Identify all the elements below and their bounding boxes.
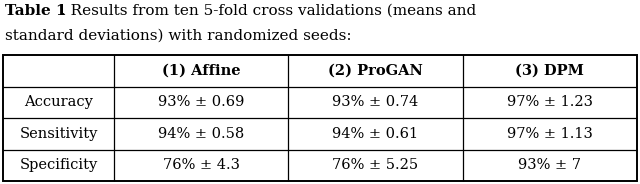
Text: 76% ± 5.25: 76% ± 5.25	[332, 158, 419, 172]
Text: 97% ± 1.13: 97% ± 1.13	[507, 127, 593, 141]
Text: Specificity: Specificity	[19, 158, 98, 172]
Text: Table 1: Table 1	[5, 4, 67, 18]
Text: . Results from ten 5-fold cross validations (means and: . Results from ten 5-fold cross validati…	[61, 4, 477, 18]
Text: (2) ProGAN: (2) ProGAN	[328, 64, 423, 78]
Text: Accuracy: Accuracy	[24, 95, 93, 109]
Text: 93% ± 0.69: 93% ± 0.69	[158, 95, 244, 109]
Text: (3) DPM: (3) DPM	[515, 64, 584, 78]
Text: 94% ± 0.58: 94% ± 0.58	[158, 127, 244, 141]
Text: 94% ± 0.61: 94% ± 0.61	[332, 127, 419, 141]
Text: Sensitivity: Sensitivity	[19, 127, 98, 141]
Text: standard deviations) with randomized seeds:: standard deviations) with randomized see…	[5, 29, 352, 43]
Bar	[3, 55, 637, 181]
Text: 97% ± 1.23: 97% ± 1.23	[507, 95, 593, 109]
Text: (1) Affine: (1) Affine	[162, 64, 241, 78]
Text: 93% ± 0.74: 93% ± 0.74	[332, 95, 419, 109]
Text: 76% ± 4.3: 76% ± 4.3	[163, 158, 240, 172]
Text: 93% ± 7: 93% ± 7	[518, 158, 581, 172]
